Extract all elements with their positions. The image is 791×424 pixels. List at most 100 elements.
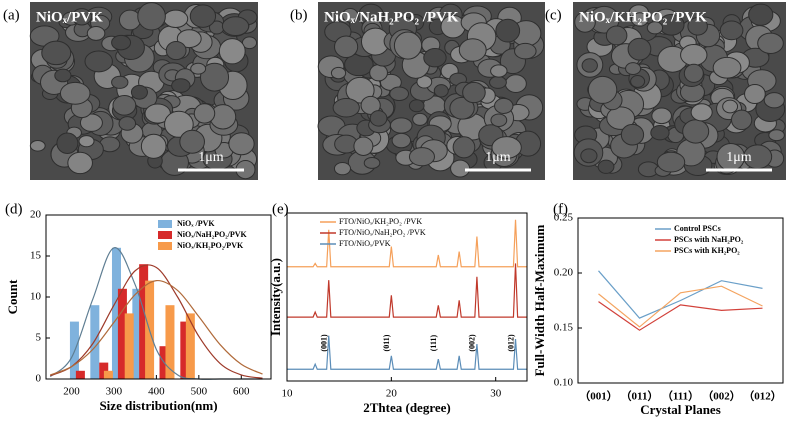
x-tick-label: 20	[386, 388, 398, 400]
grain	[630, 12, 649, 27]
grain	[458, 38, 487, 62]
grain	[140, 133, 167, 159]
panel-label: (c)	[545, 7, 562, 23]
grain	[369, 64, 388, 82]
grain	[646, 21, 664, 35]
grain	[71, 8, 92, 26]
bar	[139, 264, 149, 379]
grain	[176, 29, 202, 49]
grain	[768, 129, 785, 142]
grain	[580, 148, 598, 164]
grain	[682, 119, 710, 144]
peak-label: (012)	[506, 334, 515, 352]
sample-label: NiOₓ/PVK	[36, 9, 103, 25]
scale-label: 1μm	[485, 150, 511, 165]
bar	[117, 288, 127, 379]
grain	[680, 44, 708, 66]
grain	[164, 110, 194, 138]
grain	[353, 136, 374, 156]
y-tick-label: 0	[36, 373, 42, 385]
grain	[332, 97, 360, 118]
grain	[221, 16, 250, 37]
grain	[334, 35, 359, 58]
fit-curve	[50, 264, 263, 379]
legend-label: Control PSCs	[674, 224, 721, 233]
grain	[163, 9, 189, 29]
grain	[449, 96, 475, 120]
grain	[687, 17, 708, 36]
grain	[389, 86, 410, 102]
grain	[59, 81, 91, 105]
scale-label: 1μm	[726, 150, 752, 165]
grain	[757, 32, 784, 54]
bar	[90, 305, 100, 379]
grain	[41, 40, 72, 66]
grain	[722, 99, 739, 114]
grain	[369, 110, 388, 127]
legend-label: FTO/NiOₓ/PVK	[339, 239, 391, 248]
bar	[180, 321, 190, 379]
plot-frame	[577, 217, 784, 384]
grain	[118, 116, 137, 131]
series-line	[598, 270, 763, 319]
x-tick-label: 10	[282, 388, 294, 400]
y-axis-label: Intensity(a.u.)	[268, 258, 283, 336]
grain	[606, 106, 636, 130]
panel-label: (e)	[272, 201, 289, 217]
grain	[581, 58, 598, 73]
bar	[75, 370, 85, 379]
grain	[719, 20, 744, 41]
series-line	[598, 301, 763, 331]
y-tick-label: 20	[30, 209, 42, 221]
grain	[423, 48, 447, 68]
x-tick-label: （011）	[621, 390, 659, 403]
grain	[393, 31, 423, 60]
grain	[363, 157, 381, 169]
legend-label: NiOₓ /PVK	[177, 219, 215, 228]
grain	[189, 4, 217, 28]
grain	[490, 64, 508, 78]
series-line	[287, 263, 527, 318]
grain	[330, 66, 347, 80]
sample-label: NiOₓ/NaH₂PO₂ /PVK	[324, 9, 459, 25]
x-tick-label: 300	[106, 386, 123, 398]
x-axis-label: Size distribution(nm)	[99, 398, 217, 413]
panel-label: (b)	[290, 7, 308, 23]
x-tick-label: 200	[63, 386, 80, 398]
grain	[190, 62, 207, 75]
grain	[763, 92, 785, 109]
grain	[462, 81, 486, 104]
grain	[744, 84, 766, 104]
x-tick-label: 30	[490, 388, 502, 400]
grain	[408, 99, 425, 113]
series-line	[287, 219, 527, 268]
x-axis-label: Crystal Planes	[640, 402, 721, 417]
grain	[111, 34, 132, 51]
grain	[490, 113, 508, 127]
peak-label: (002)	[468, 334, 477, 352]
grain	[228, 132, 255, 156]
grain	[130, 84, 148, 100]
bar	[132, 288, 142, 379]
peak-label: (011)	[382, 334, 391, 351]
grain	[574, 11, 596, 33]
plot-frame	[45, 214, 272, 380]
grain	[620, 123, 645, 146]
grain	[137, 2, 166, 31]
grain	[218, 38, 246, 65]
grain	[179, 129, 205, 154]
grain	[433, 84, 449, 98]
grain	[84, 50, 113, 73]
bar	[124, 313, 134, 379]
grain	[712, 56, 742, 79]
grain	[342, 8, 359, 23]
grain	[625, 62, 642, 75]
legend-swatch	[158, 220, 172, 228]
y-tick-label: 0.15	[554, 322, 574, 334]
y-tick-label: 0.25	[554, 212, 574, 224]
grain	[656, 151, 686, 173]
grain	[748, 3, 774, 26]
plot-frame	[286, 212, 528, 382]
grain	[683, 63, 704, 83]
scale-label: 1μm	[198, 150, 224, 165]
